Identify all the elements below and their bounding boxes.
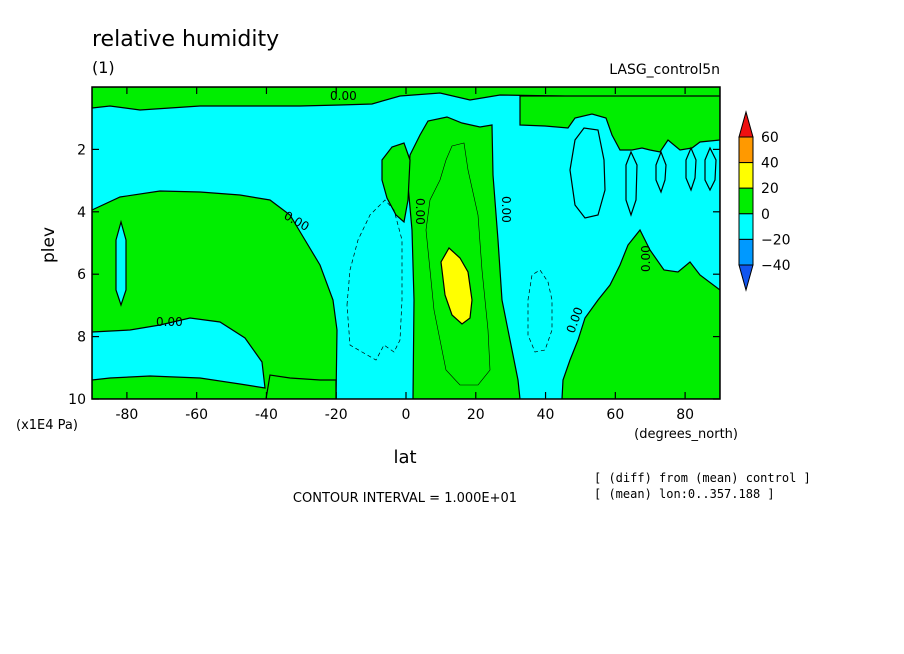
y-axis-label: plev bbox=[39, 227, 59, 263]
contour-interval: CONTOUR INTERVAL = 1.000E+01 bbox=[293, 491, 517, 506]
x-tick-label: 80 bbox=[676, 407, 694, 423]
contour-positive bbox=[425, 142, 491, 386]
chart-title: relative humidity bbox=[92, 27, 279, 52]
x-tick-label: -20 bbox=[325, 407, 348, 423]
field-negative-fingers bbox=[655, 150, 667, 194]
y-tick-label: 10 bbox=[68, 392, 86, 408]
y-axis-units: (x1E4 Pa) bbox=[16, 418, 78, 433]
y-axis: 2 4 6 8 10 bbox=[68, 142, 720, 408]
x-axis: -80 -60 -40 -20 0 20 40 60 80 bbox=[115, 87, 694, 423]
y-tick-label: 4 bbox=[77, 205, 86, 221]
field-negative-fingers bbox=[569, 127, 606, 219]
chart-subtitle: (1) bbox=[92, 58, 115, 77]
colorbar-swatch bbox=[738, 187, 754, 215]
y-tick-label: 2 bbox=[77, 142, 86, 158]
contour-label: 0.00 bbox=[330, 89, 357, 103]
contour-label: 0.00 bbox=[413, 198, 427, 225]
field-positive-bottom bbox=[265, 374, 337, 399]
contour-label: 0.00 bbox=[639, 245, 653, 272]
x-tick-label: 20 bbox=[467, 407, 485, 423]
colorbar-arrow-bottom bbox=[738, 264, 754, 292]
contour-negative bbox=[527, 269, 553, 353]
colorbar-swatch bbox=[738, 213, 754, 240]
note-diff: [ (diff) from (mean) control ] bbox=[594, 471, 811, 485]
field-maximum bbox=[440, 247, 473, 325]
contour-negative bbox=[346, 199, 403, 361]
dataset-label: LASG_control5n bbox=[609, 62, 720, 78]
y-tick-label: 6 bbox=[77, 267, 86, 283]
x-tick-label: -40 bbox=[255, 407, 278, 423]
x-tick-label: 0 bbox=[402, 407, 411, 423]
x-tick-label: 60 bbox=[606, 407, 624, 423]
y-tick-label: 8 bbox=[77, 330, 86, 346]
note-mean: [ (mean) lon:0..357.188 ] bbox=[594, 487, 775, 501]
colorbar-arrow-top bbox=[738, 110, 754, 138]
x-axis-units: (degrees_north) bbox=[634, 427, 738, 442]
field-negative-fingers bbox=[704, 146, 717, 192]
field-positive-right-upper bbox=[519, 95, 720, 153]
colorbar-label: −20 bbox=[761, 232, 791, 248]
colorbar-label: 0 bbox=[761, 207, 770, 223]
colorbar: 60 40 20 0 −20 −40 bbox=[738, 110, 791, 292]
colorbar-swatch bbox=[738, 162, 754, 189]
contour-label: 0.00 bbox=[499, 196, 513, 223]
colorbar-swatch bbox=[738, 238, 754, 266]
colorbar-label: 60 bbox=[761, 130, 779, 146]
colorbar-label: 20 bbox=[761, 181, 779, 197]
field-negative-fingers bbox=[625, 150, 638, 217]
colorbar-label: −40 bbox=[761, 258, 791, 274]
field-negative-fingers bbox=[685, 146, 697, 192]
x-axis-label: lat bbox=[393, 447, 416, 468]
x-tick-label: -80 bbox=[115, 407, 138, 423]
x-tick-label: 40 bbox=[537, 407, 555, 423]
contour-label: 0.00 bbox=[156, 315, 183, 329]
colorbar-swatch bbox=[738, 136, 754, 164]
plot-area: 0.00 0.00 0.00 0.00 0.00 0.00 0.00 bbox=[91, 86, 721, 400]
x-tick-label: -60 bbox=[185, 407, 208, 423]
field-negative-pocket bbox=[115, 219, 127, 307]
field-positive-small bbox=[381, 142, 411, 224]
field-negative-pocket bbox=[92, 317, 266, 389]
field-positive-right bbox=[561, 96, 720, 399]
colorbar-label: 40 bbox=[761, 156, 779, 172]
